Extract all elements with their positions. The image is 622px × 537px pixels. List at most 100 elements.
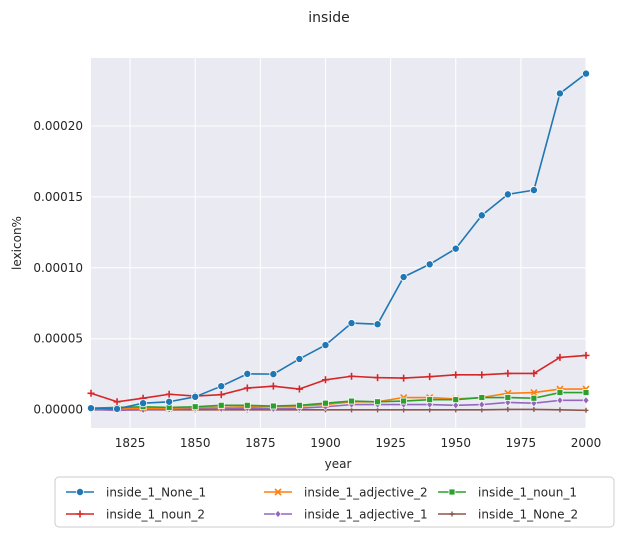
x-tick-label: 1875 <box>245 436 276 450</box>
x-tick-labels: 1825 1850 1875 1900 1925 1950 1975 2000 <box>115 436 601 450</box>
data-point <box>321 376 329 384</box>
data-point <box>478 371 486 379</box>
data-point <box>504 394 512 401</box>
legend-item: inside_1_noun_2 <box>66 508 205 522</box>
data-point <box>113 398 121 406</box>
data-point <box>583 407 589 413</box>
data-point <box>529 186 538 195</box>
x-gridlines <box>129 58 587 428</box>
data-point <box>322 399 329 407</box>
legend-marker <box>274 488 282 496</box>
legend-item: inside_1_adjective_1 <box>264 508 428 522</box>
data-point <box>217 382 226 391</box>
data-point <box>582 69 591 78</box>
data-point <box>531 406 537 412</box>
x-tick-label: 1900 <box>310 436 341 450</box>
data-point <box>556 353 564 361</box>
data-point <box>530 369 538 377</box>
x-tick-label: 2000 <box>571 436 602 450</box>
data-point <box>373 320 382 329</box>
data-point <box>426 396 434 404</box>
y-tick-label: 0.00015 <box>33 190 83 204</box>
data-point <box>87 389 95 397</box>
series-layer <box>87 69 591 415</box>
data-point <box>477 211 486 220</box>
plot-area <box>91 58 586 428</box>
legend-box <box>54 476 615 528</box>
data-point <box>399 273 408 282</box>
data-point <box>243 369 252 378</box>
x-tick-label: 1925 <box>375 436 406 450</box>
data-point <box>139 399 148 408</box>
data-point <box>555 89 564 98</box>
data-point <box>557 407 563 413</box>
data-point <box>217 401 225 409</box>
data-point <box>425 260 434 269</box>
legend-label: inside_1_noun_1 <box>478 486 577 500</box>
legend-label: inside_1_adjective_2 <box>304 486 428 500</box>
chart-title: inside <box>308 10 349 26</box>
data-point <box>269 370 278 379</box>
data-point <box>451 244 460 253</box>
data-point <box>374 398 381 406</box>
data-point <box>191 403 199 411</box>
data-point <box>400 397 408 405</box>
data-point <box>505 406 511 412</box>
data-point <box>452 371 460 379</box>
data-point <box>295 354 304 363</box>
data-point <box>556 396 564 405</box>
data-point <box>348 397 355 405</box>
y-tick-label: 0.00020 <box>33 119 83 133</box>
legend-item: inside_1_None_1 <box>66 486 206 500</box>
data-point <box>504 369 512 377</box>
data-point <box>582 396 590 405</box>
data-point <box>165 390 173 398</box>
legend-marker <box>448 488 456 496</box>
legend-label: inside_1_None_1 <box>106 486 206 500</box>
data-point <box>452 401 460 410</box>
data-point <box>374 374 382 382</box>
data-point <box>243 401 251 409</box>
x-tick-label: 1850 <box>180 436 211 450</box>
data-point <box>452 396 460 404</box>
data-point <box>243 384 251 392</box>
data-point <box>556 389 564 396</box>
data-point <box>478 394 486 401</box>
data-point <box>295 385 303 393</box>
y-tick-labels: 0.00000 0.00005 0.00010 0.00015 0.00020 <box>33 119 83 417</box>
data-point <box>348 372 356 380</box>
data-point <box>113 404 122 413</box>
legend-marker <box>449 511 455 517</box>
data-point <box>191 392 200 401</box>
legend-item: inside_1_None_2 <box>438 508 578 522</box>
data-point <box>165 397 174 406</box>
legend-label: inside_1_adjective_1 <box>304 508 428 522</box>
series-inside_1_None_1 <box>87 69 591 413</box>
data-point <box>530 394 538 402</box>
data-point <box>582 389 590 396</box>
data-point <box>582 351 590 359</box>
y-tick-label: 0.00010 <box>33 261 83 275</box>
legend-label: inside_1_noun_2 <box>106 508 205 522</box>
y-axis-label: lexicon% <box>10 216 24 270</box>
series-line <box>90 72 587 410</box>
legend-label: inside_1_None_2 <box>478 508 578 522</box>
data-point <box>400 374 408 382</box>
x-tick-label: 1975 <box>506 436 537 450</box>
legend-marker <box>274 509 282 519</box>
series-inside_1_noun_2 <box>87 351 590 406</box>
data-point <box>296 401 303 409</box>
data-point <box>530 388 538 397</box>
data-point <box>503 190 512 199</box>
data-point <box>269 382 277 390</box>
y-tick-label: 0.00000 <box>33 403 83 417</box>
series-line <box>90 354 587 403</box>
x-axis-label: year <box>325 457 352 471</box>
x-tick-label: 1825 <box>115 436 146 450</box>
legend-item: inside_1_adjective_2 <box>264 486 428 500</box>
legend-marker <box>76 510 84 518</box>
y-tick-label: 0.00005 <box>33 332 83 346</box>
series-line <box>90 391 586 409</box>
x-tick-label: 1950 <box>440 436 471 450</box>
